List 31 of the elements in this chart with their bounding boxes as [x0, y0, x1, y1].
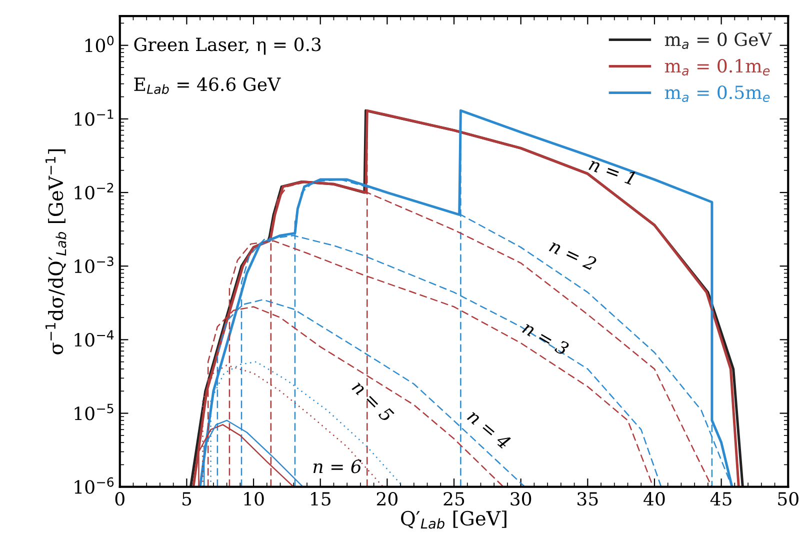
annotation: n = 6	[313, 460, 362, 474]
annotation: n = 2	[548, 238, 598, 271]
x-tick-label: 10	[244, 492, 264, 506]
annotation: n = 3	[522, 320, 570, 356]
x-tick-label: 40	[644, 492, 665, 506]
x-tick-label: 25	[444, 492, 464, 506]
x-tick-label: 30	[510, 492, 532, 506]
x-tick-label: 45	[710, 492, 732, 506]
y-axis-title: σ$^{−1}$dσ/dQ′$_{Lab}$ [GeV$^{−1}$]	[45, 149, 66, 354]
x-axis-title: Q′$_{Lab}$ [GeV]	[401, 510, 506, 529]
legend-label: m$_{a}$ = 0 GeV	[664, 32, 772, 50]
x-tick-label: 5	[182, 492, 192, 506]
x-tick-label: 15	[311, 492, 330, 506]
annotation: E$_{Lab}$ = 46.6 GeV	[134, 77, 281, 94]
annotation: n = 1	[588, 156, 636, 185]
y-tick-label: 10$^{−1}$	[74, 110, 114, 126]
legend-label: m$_{a}$ = 0.1m$_{e}$	[664, 58, 770, 76]
y-tick-label: 10$^{−6}$	[74, 477, 114, 494]
x-tick-label: 20	[376, 492, 398, 506]
y-tick-label: 10$^{−4}$	[74, 330, 114, 347]
x-tick-label: 35	[578, 492, 598, 506]
y-tick-label: 10$^{0}$	[85, 36, 114, 52]
annotation: n = 4	[466, 408, 512, 450]
x-tick-label: 50	[778, 492, 798, 506]
y-tick-label: 10$^{−5}$	[74, 404, 114, 420]
y-tick-label: 10$^{−3}$	[74, 256, 114, 274]
annotation: Green Laser, η = 0.3	[134, 38, 321, 55]
legend-label: m$_{a}$ = 0.5m$_{e}$	[664, 85, 770, 102]
y-tick-label: 10$^{−2}$	[74, 182, 114, 200]
x-tick-label: 0	[115, 492, 124, 506]
annotation: n = 5	[351, 380, 394, 423]
